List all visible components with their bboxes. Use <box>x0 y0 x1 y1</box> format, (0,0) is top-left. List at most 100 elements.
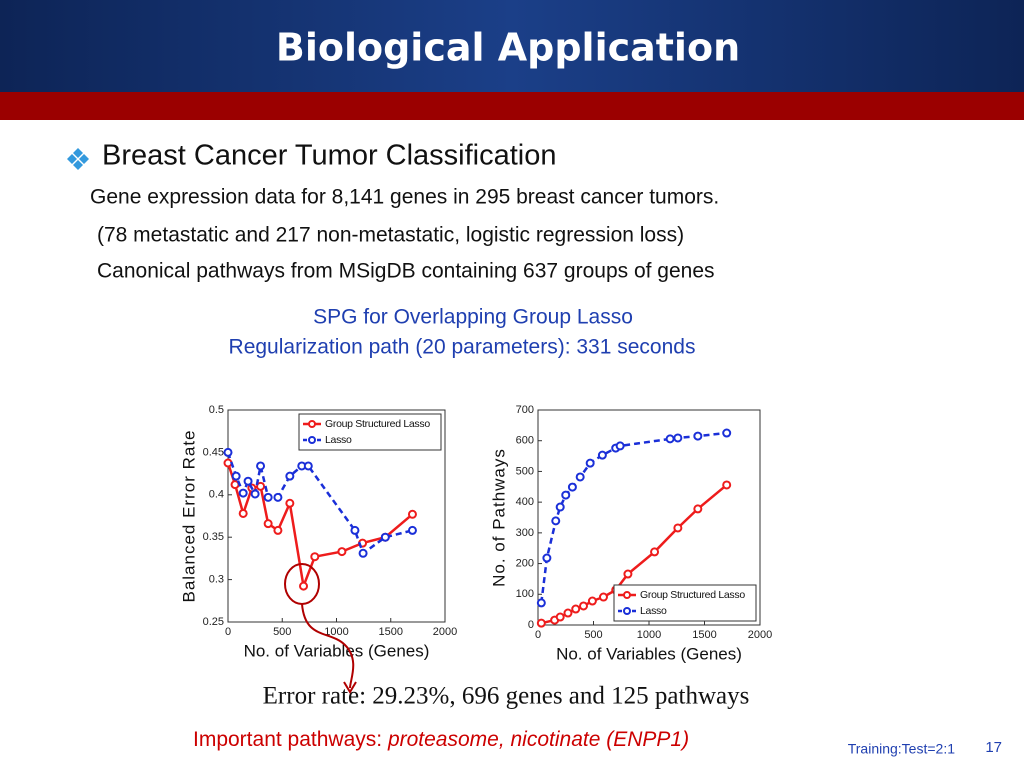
series-marker <box>555 612 565 622</box>
series-marker <box>256 481 266 491</box>
series-marker <box>238 488 248 498</box>
arrow-head <box>343 681 357 694</box>
series-marker <box>571 604 581 614</box>
y-axis-label: No. of Pathways <box>489 448 508 587</box>
x-tick-label: 1000 <box>324 626 348 638</box>
x-tick-label: 0 <box>535 629 541 641</box>
series-marker <box>310 552 320 562</box>
important-pathways: Important pathways: proteasome, nicotina… <box>193 728 689 751</box>
series-marker <box>303 461 313 471</box>
legend-marker <box>308 420 316 428</box>
y-tick-label: 0.35 <box>203 531 224 543</box>
series-marker <box>551 516 561 526</box>
legend-box <box>613 584 757 622</box>
series-marker <box>223 447 233 457</box>
series-marker <box>693 431 703 441</box>
body-line: Canonical pathways from MSigDB containin… <box>97 260 715 283</box>
series-marker <box>299 581 309 591</box>
body-line: Gene expression data for 8,141 genes in … <box>90 186 719 209</box>
series-marker <box>555 502 565 512</box>
series-marker <box>238 508 248 518</box>
y-tick-label: 0.3 <box>209 574 224 586</box>
legend-marker <box>623 591 631 599</box>
body-line: (78 metastatic and 217 non-metastatic, l… <box>97 224 684 247</box>
series-marker <box>250 489 260 499</box>
series-marker <box>673 433 683 443</box>
x-tick-label: 2000 <box>748 629 772 641</box>
y-tick-label: 0.45 <box>203 446 224 458</box>
x-tick-label: 2000 <box>433 626 457 638</box>
legend-label: Lasso <box>325 434 352 446</box>
series-marker <box>567 482 577 492</box>
footnote: Training:Test=2:1 <box>848 741 955 757</box>
series-marker <box>350 525 360 535</box>
subheading: Regularization path (20 parameters): 331… <box>229 336 696 359</box>
x-tick-label: 1500 <box>379 626 403 638</box>
y-tick-label: 0.5 <box>209 404 224 416</box>
slide-title: Biological Application <box>276 26 740 70</box>
x-tick-label: 500 <box>273 626 291 638</box>
legend-label: Group Structured Lasso <box>325 418 430 430</box>
series-marker <box>273 525 283 535</box>
series-marker <box>561 490 571 500</box>
y-tick-label: 0 <box>528 619 534 631</box>
series-marker <box>575 472 585 482</box>
y-tick-label: 0.25 <box>203 616 224 628</box>
series-marker <box>542 553 552 563</box>
legend-marker <box>308 436 316 444</box>
series-marker <box>693 504 703 514</box>
series-marker <box>243 476 253 486</box>
series-marker <box>358 548 368 558</box>
x-tick-label: 0 <box>225 626 231 638</box>
y-tick-label: 0.4 <box>209 489 224 501</box>
subheading: SPG for Overlapping Group Lasso <box>313 306 633 329</box>
legend-label: Group Structured Lasso <box>640 589 745 601</box>
highlight-arrow <box>301 603 355 689</box>
series-marker <box>273 492 283 502</box>
x-tick-label: 500 <box>584 629 602 641</box>
series-marker <box>536 598 546 608</box>
page-number: 17 <box>985 739 1002 756</box>
series-marker <box>650 547 660 557</box>
legend-box <box>298 413 442 451</box>
series-marker <box>585 458 595 468</box>
series-marker <box>285 498 295 508</box>
series-marker <box>587 596 597 606</box>
series-marker <box>722 480 732 490</box>
x-tick-label: 1500 <box>692 629 716 641</box>
series-marker <box>665 434 675 444</box>
series-marker <box>536 618 546 628</box>
series-marker <box>337 547 347 557</box>
series-marker <box>231 471 241 481</box>
charts: 0.250.30.350.40.450.50 500 1000 1500 2000No.… <box>179 404 772 664</box>
series-marker <box>263 492 273 502</box>
y-tick-label: 600 <box>516 435 534 447</box>
header-band <box>0 0 1024 92</box>
series-marker <box>407 509 417 519</box>
series-marker <box>722 428 732 438</box>
series-marker <box>615 441 625 451</box>
x-tick-label: 1000 <box>637 629 661 641</box>
y-tick-label: 200 <box>516 557 534 569</box>
chart: 0.25 0.3 0.35 0.4 0.45 0.5 0 500 1000 1500 2000No.… <box>179 404 457 661</box>
chart: 0 100 200 300 400 500 600 700 0 500 1000 1500 2000 No… <box>489 404 772 664</box>
x-axis-label: No. of Variables (Genes) <box>244 641 430 660</box>
series-marker <box>407 525 417 535</box>
series-marker <box>256 461 266 471</box>
y-tick-label: 500 <box>516 465 534 477</box>
bullet-text: Breast Cancer Tumor Classification <box>102 140 557 172</box>
y-tick-label: 700 <box>516 404 534 416</box>
y-tick-label: 300 <box>516 527 534 539</box>
series-marker <box>263 519 273 529</box>
series-marker <box>579 601 589 611</box>
legend-label: Lasso <box>640 605 667 617</box>
series-marker <box>623 569 633 579</box>
series-marker <box>563 608 573 618</box>
x-axis-label: No. of Variables (Genes) <box>556 644 742 663</box>
important-value: proteasome, nicotinate (ENPP1) <box>387 728 689 751</box>
y-tick-label: 400 <box>516 496 534 508</box>
y-tick-label: 100 <box>516 588 534 600</box>
series-marker <box>673 523 683 533</box>
series-marker <box>597 450 607 460</box>
